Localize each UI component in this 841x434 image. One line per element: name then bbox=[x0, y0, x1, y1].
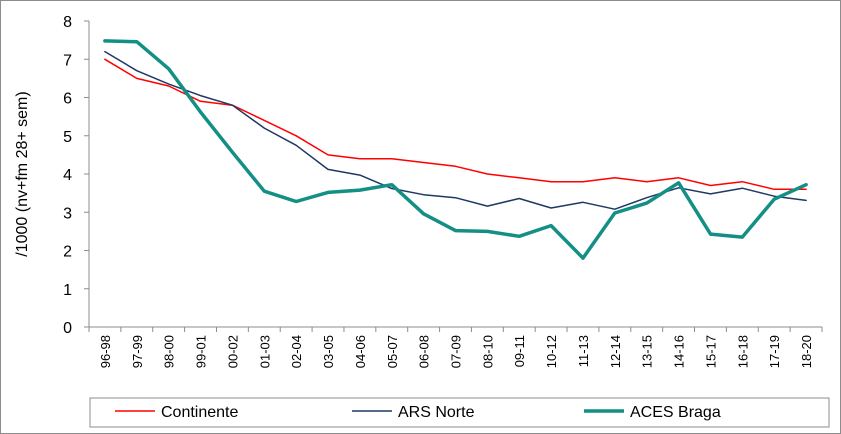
legend-box bbox=[89, 397, 830, 428]
series-lines bbox=[103, 39, 808, 260]
x-tick-label: 09-11 bbox=[512, 335, 527, 367]
x-tick-label: 14-16 bbox=[672, 335, 687, 368]
y-tick-label: 4 bbox=[63, 167, 72, 184]
y-tick-label: 8 bbox=[63, 14, 72, 31]
legend: Continente ARS Norte ACES Braga bbox=[89, 397, 830, 428]
y-tick-label: 2 bbox=[63, 244, 72, 261]
x-tick-label: 11-13 bbox=[576, 335, 591, 367]
x-tick-label: 98-00 bbox=[162, 335, 177, 368]
x-tick-label: 08-10 bbox=[480, 335, 495, 368]
series-line-continente bbox=[104, 58, 807, 191]
x-tick-label: 16-18 bbox=[735, 335, 750, 368]
x-tick-label: 04-06 bbox=[353, 335, 368, 368]
y-tick-label: 7 bbox=[63, 52, 72, 69]
x-tick-label: 13-15 bbox=[640, 335, 655, 368]
legend-label-ars-norte: ARS Norte bbox=[398, 404, 475, 421]
x-tick-label: 10-12 bbox=[544, 335, 559, 368]
series-line-aces-braga bbox=[103, 39, 808, 260]
y-tick-label: 1 bbox=[63, 282, 72, 299]
axes bbox=[84, 20, 823, 332]
y-tick-labels: 0 1 2 3 4 5 6 7 8 bbox=[63, 14, 72, 337]
y-tick-label: 5 bbox=[63, 129, 72, 146]
y-tick-label: 6 bbox=[63, 91, 72, 108]
y-tick-label: 0 bbox=[63, 320, 72, 337]
series-line-ars-norte bbox=[104, 50, 807, 210]
y-tick-label: 3 bbox=[63, 205, 72, 222]
legend-label-aces-braga: ACES Braga bbox=[630, 404, 721, 421]
x-tick-label: 00-02 bbox=[225, 335, 240, 368]
x-tick-label: 07-09 bbox=[449, 335, 464, 368]
y-axis-title: /1000 (nv+fm 28+ sem) bbox=[14, 91, 31, 256]
x-tick-label: 15-17 bbox=[703, 335, 718, 368]
x-tick-label: 12-14 bbox=[608, 335, 623, 368]
x-tick-label: 02-04 bbox=[289, 335, 304, 368]
x-tick-label: 96-98 bbox=[98, 335, 113, 368]
x-tick-label: 03-05 bbox=[321, 335, 336, 368]
x-tick-label: 99-01 bbox=[194, 335, 209, 368]
x-tick-label: 18-20 bbox=[799, 335, 814, 368]
x-tick-label: 97-99 bbox=[130, 335, 145, 368]
x-tick-labels: 96-98 97-99 98-00 99-01 00-02 01-03 02-04 03-05… bbox=[98, 335, 814, 368]
x-tick-label: 17-19 bbox=[767, 335, 782, 368]
x-tick-label: 05-07 bbox=[385, 335, 400, 368]
x-tick-label: 06-08 bbox=[417, 335, 432, 368]
legend-label-continente: Continente bbox=[161, 404, 238, 421]
x-tick-label: 01-03 bbox=[257, 335, 272, 368]
